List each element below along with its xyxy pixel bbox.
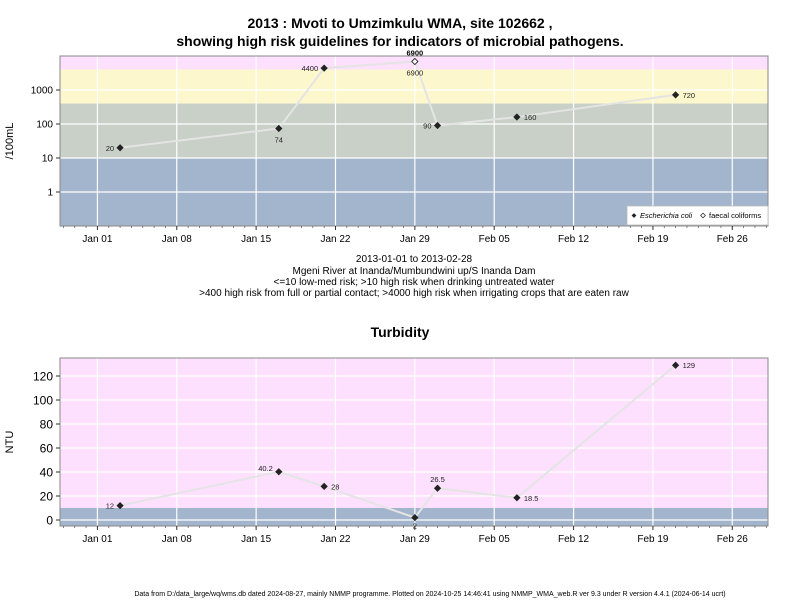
panel1-y-tick-label: 100 [36,120,53,131]
panel1-data-point-open [411,57,419,66]
panel2-x-tick-label: Feb 26 [717,534,749,545]
panel2-data-label: 2 [413,522,417,531]
panel1-legend-label-faecal: faecal coliforms [709,211,761,220]
panel1-x-tick-label: Jan 29 [400,234,430,245]
panel2-data-point [320,482,328,491]
panel2-x-tick-label: Feb 19 [637,534,669,545]
panel1-data-point [116,144,124,152]
panel2-x-tick-label: Feb 12 [558,534,590,545]
panel1-data-label: 20 [106,144,114,153]
panel1-legend-box [626,205,769,226]
panel1-data-label: 4400 [301,64,318,73]
panel1-x-tick-label: Feb 05 [479,234,511,245]
panel1-data-point [320,64,328,72]
panel2-x-tick-label: Jan 29 [400,534,430,545]
panel2-x-tick-label: Jan 08 [162,534,192,545]
panel2-x-tick-label: Jan 15 [241,534,271,545]
panel2-plot-frame [59,357,769,527]
panel1-data-label: 74 [275,135,283,144]
subtitle-contact-risk: >400 high risk from full or partial cont… [199,288,629,299]
panel2-y-tick-label: 80 [40,418,54,432]
panel1-data-label: 6900 [407,68,424,77]
panel1-x-tick-label: Jan 01 [82,234,112,245]
panel1-y-axis-label: /100mL [4,123,16,160]
panel2-data-point [411,513,419,522]
panel2-y-tick-label: 60 [40,442,54,456]
footer-note: Data from D:/data_large/wq/wms.db dated … [134,591,726,598]
panel1-x-tick-label: Jan 08 [162,234,192,245]
panel1-plot-frame [59,55,769,227]
panel2-data-point [433,484,442,492]
panel2-data-label: 28 [331,482,339,491]
chart-title-line2: showing high risk guidelines for indicat… [176,33,624,49]
panel1-data-label: 720 [683,91,696,100]
panel2-data-label: 18.5 [524,494,539,503]
panel1-data-point [671,91,680,99]
panel1-y-tick-label: 10 [42,154,54,165]
panel2-y-axis-label: NTU [4,431,16,454]
panel2-data-point [513,494,521,502]
panel1-legend-label-ecoli: Escherichia coli [640,211,692,220]
panel2-x-tick-label: Jan 22 [320,534,350,545]
turbidity-title: Turbidity [370,324,430,340]
panel2-data-label: 12 [106,502,114,511]
panel1-x-tick-label: Jan 15 [241,234,271,245]
panel1-data-point [513,113,521,121]
panel2-data-point [671,361,680,369]
chart-title-line1: 2013 : Mvoti to Umzimkulu WMA, site 1026… [247,15,553,31]
subtitle-drinking-risk: <=10 low-med risk; >10 high risk when dr… [273,277,555,288]
panel2-data-point [275,468,283,476]
panel2-x-tick-label: Feb 05 [479,534,511,545]
panel1-legend-marker-ecoli [631,213,637,218]
panel1-data-point [433,121,442,130]
panel1-y-tick-label: 1 [47,188,53,199]
panel2-y-tick-label: 20 [40,490,54,504]
panel1-legend-marker-faecal [700,212,706,219]
panel1-risk-band [60,103,768,158]
subtitle-site: Mgeni River at Inanda/Mumbundwini up/S I… [292,266,536,277]
panel2-y-tick-label: 40 [40,466,54,480]
panel2-risk-band [60,358,768,508]
panel2-y-tick-label: 120 [33,370,53,384]
panel1-data-point [275,124,283,133]
panel1-x-tick-label: Feb 19 [637,234,669,245]
panel2-data-point [116,501,124,510]
panel2-y-tick-label: 0 [46,514,53,528]
subtitle-date-range: 2013-01-01 to 2013-02-28 [355,254,473,265]
panel1-y-tick-label: 1000 [31,86,54,97]
panel2-data-label: 26.5 [430,475,445,484]
panel1-x-tick-label: Feb 26 [717,234,749,245]
panel1-data-label: 6900 [407,48,424,57]
panel2-data-label: 129 [683,361,696,370]
panel1-x-tick-label: Feb 12 [558,234,590,245]
panel1-data-label: 160 [524,113,537,122]
panel1-data-label: 90 [423,122,431,131]
panel1-x-tick-label: Jan 22 [320,234,350,245]
panel2-data-label: 40.2 [258,464,273,473]
panel2-x-tick-label: Jan 01 [82,534,112,545]
panel2-y-tick-label: 100 [33,394,53,408]
